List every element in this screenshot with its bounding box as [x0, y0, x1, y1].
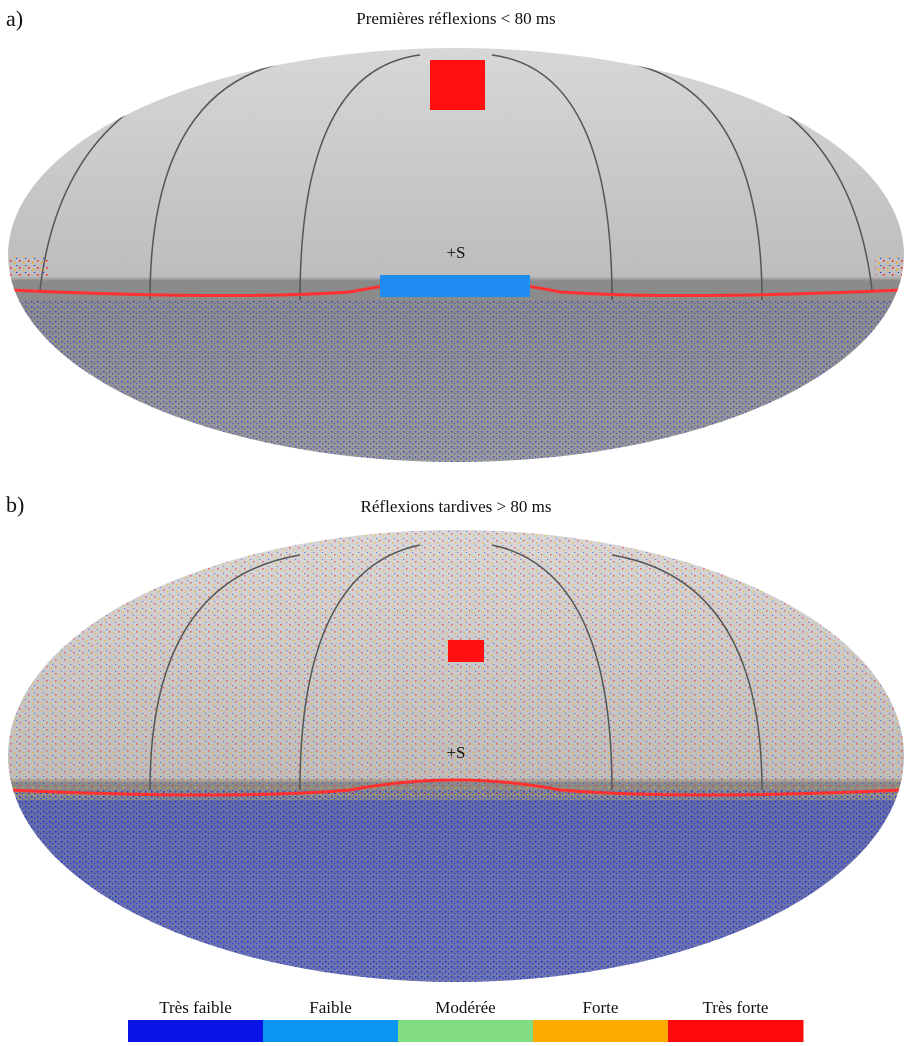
panorama — [8, 48, 904, 462]
legend-label: Faible — [309, 998, 352, 1017]
legend-swatch — [128, 1020, 264, 1042]
panel-b: b) Réflexions tardives > 80 ms +S — [6, 492, 904, 982]
legend-label: Modérée — [435, 998, 495, 1017]
panel-title: Premières réflexions < 80 ms — [356, 9, 555, 28]
legend-label: Très forte — [703, 998, 769, 1017]
panel-title: Réflexions tardives > 80 ms — [361, 497, 552, 516]
source-label: +S — [446, 243, 465, 262]
panel-label: a) — [6, 6, 23, 31]
legend-swatch — [263, 1020, 399, 1042]
source-label: +S — [446, 743, 465, 762]
legend: Très faible Faible Modérée Forte Très forte — [128, 998, 804, 1042]
legend-label: Forte — [583, 998, 619, 1017]
legend-swatch — [668, 1020, 804, 1042]
legend-swatch — [398, 1020, 534, 1042]
panel-label: b) — [6, 492, 24, 517]
panel-a: a) Premières réflexions < 80 ms +S — [6, 6, 904, 462]
legend-label: Très faible — [159, 998, 232, 1017]
legend-swatch — [533, 1020, 669, 1042]
